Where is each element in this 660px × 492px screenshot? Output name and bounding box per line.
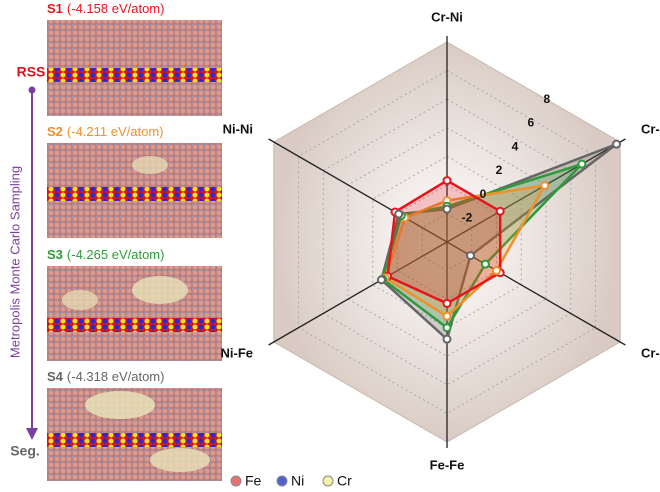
page: RSS Seg. Metropolis Monte Carlo Sampling… xyxy=(0,0,660,492)
data-point xyxy=(497,208,504,215)
state-energy: (-4.265 eV/atom) xyxy=(67,247,165,262)
process-label: Metropolis Monte Carlo Sampling xyxy=(7,166,22,358)
r-tick-label: 4 xyxy=(512,139,519,153)
r-tick-label: 0 xyxy=(480,187,487,201)
state-energy: (-4.318 eV/atom) xyxy=(67,369,165,384)
panel-image xyxy=(47,266,222,361)
panel-image xyxy=(47,388,222,481)
state-name: S1 xyxy=(47,1,63,16)
legend-marker xyxy=(323,476,333,486)
data-point xyxy=(444,177,451,184)
panel-image xyxy=(47,143,222,238)
process-start xyxy=(29,87,36,94)
data-point xyxy=(482,261,489,268)
legend-marker xyxy=(231,476,241,486)
legend-marker xyxy=(277,476,287,486)
legend-label: Ni xyxy=(291,473,304,489)
data-point xyxy=(444,313,451,320)
data-point xyxy=(444,300,451,307)
data-point xyxy=(467,252,474,259)
r-tick-label: 8 xyxy=(544,92,551,106)
legend-label: Cr xyxy=(337,473,352,489)
r-tick-label: 2 xyxy=(496,163,503,177)
axis-label: Cr-Ni xyxy=(431,9,463,24)
data-point xyxy=(578,161,585,168)
panel-label: S4(-4.318 eV/atom) xyxy=(47,369,164,384)
arrow-head xyxy=(26,428,38,440)
data-point xyxy=(613,141,620,148)
state-energy: (-4.211 eV/atom) xyxy=(67,124,164,139)
axis-label: Fe-Fe xyxy=(430,457,465,472)
data-point xyxy=(444,324,451,331)
state-name: S2 xyxy=(47,124,63,139)
data-point xyxy=(378,276,385,283)
axis-label: Cr-Fe xyxy=(641,345,660,360)
axis-label: Cr-Cr xyxy=(641,121,660,136)
panel-image xyxy=(47,20,222,116)
panel-label: S3 (-4.265 eV/atom) xyxy=(47,247,164,262)
r-tick-label: 6 xyxy=(528,116,535,130)
start-label: RSS xyxy=(17,64,46,80)
axis-label: Ni-Fe xyxy=(221,345,254,360)
state-energy: (-4.158 eV/atom) xyxy=(67,1,165,16)
state-name: S4 xyxy=(47,369,64,384)
data-point xyxy=(541,182,548,189)
panel-label: S2 (-4.211 eV/atom) xyxy=(47,124,164,139)
data-point xyxy=(395,211,402,218)
end-label: Seg. xyxy=(10,443,40,459)
data-point xyxy=(444,206,451,213)
legend-label: Fe xyxy=(245,473,262,489)
panel-label: S1 (-4.158 eV/atom) xyxy=(47,1,164,16)
data-point xyxy=(444,336,451,343)
r-tick-label: -2 xyxy=(462,210,473,224)
state-name: S3 xyxy=(47,247,63,262)
data-point xyxy=(493,267,500,274)
figure: RSS Seg. Metropolis Monte Carlo Sampling… xyxy=(0,0,660,492)
axis-label: Ni-Ni xyxy=(223,121,253,136)
